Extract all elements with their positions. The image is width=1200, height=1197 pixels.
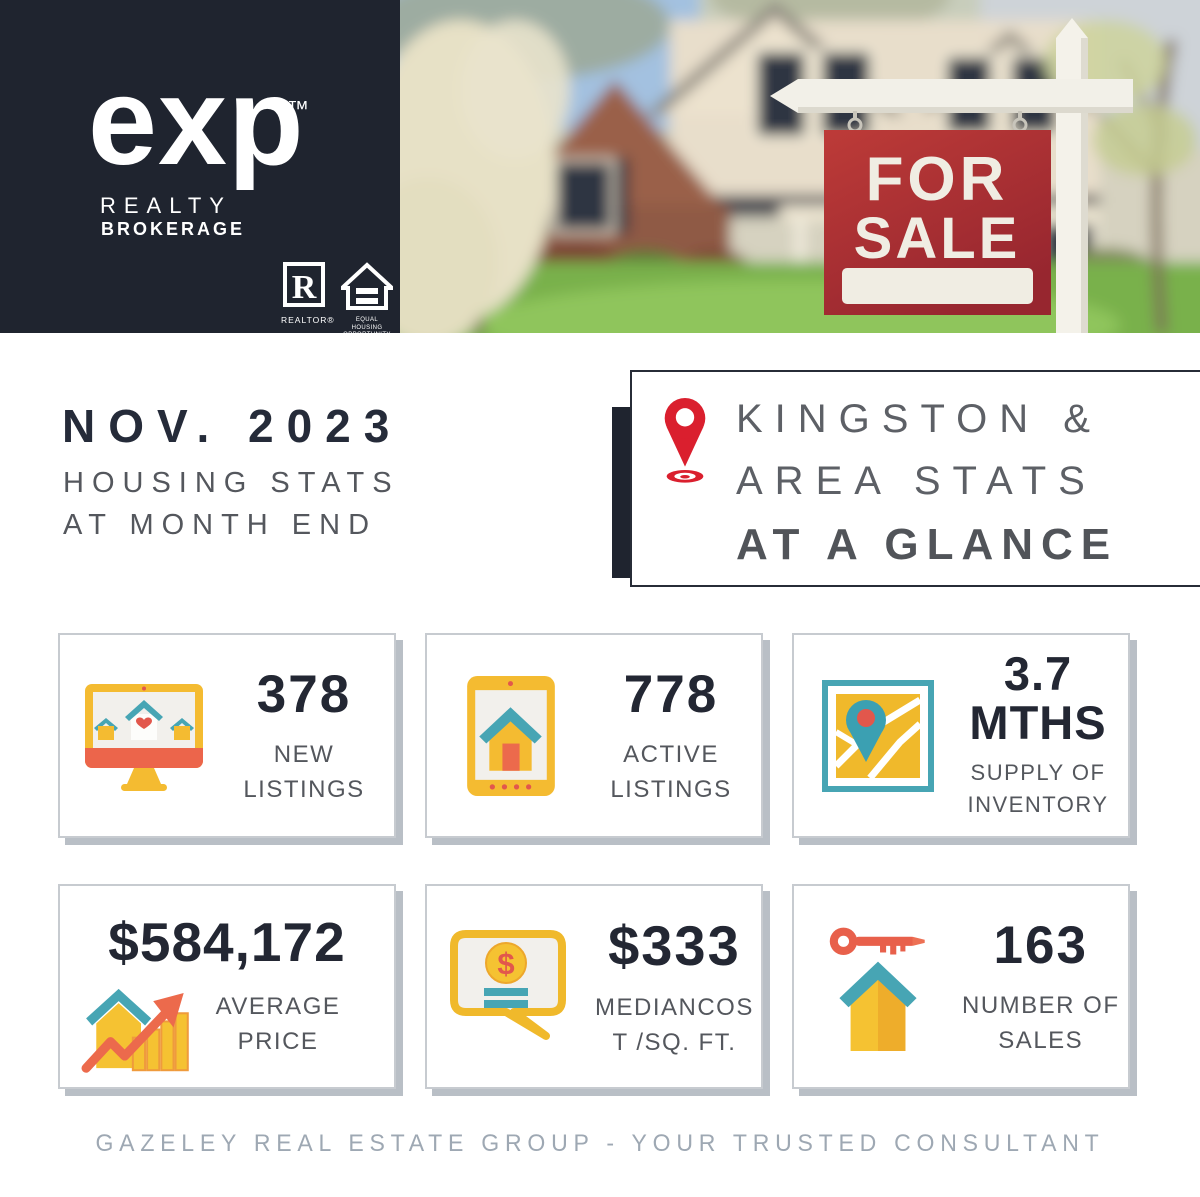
stat-value: 3.7 MTHS (969, 646, 1107, 749)
stat-label-line: SUPPLY OF (970, 760, 1106, 786)
stat-label-line: MEDIANCOS (595, 993, 754, 1021)
key-house-icon (794, 921, 962, 1053)
equal-housing-icon (336, 262, 398, 310)
association-logos: R REALTOR® EQUAL HOUSING OPPORTUNITY (281, 262, 398, 340)
realtor-logo: R REALTOR® (281, 262, 335, 325)
stat-label: MEDIANCOS T /SQ. FT. (595, 991, 754, 1061)
sign-crossbar (770, 79, 1133, 113)
stat-value: $584,172 (108, 911, 346, 973)
location-pin-icon (656, 395, 714, 492)
stat-card-median-cost: $ $333 MEDIANCOS T /SQ. FT. (425, 884, 763, 1089)
sign-text-for: FOR (866, 145, 1009, 214)
stat-label: NEW LISTINGS (243, 738, 364, 808)
equal-housing-label: EQUAL HOUSING OPPORTUNITY (343, 317, 391, 338)
footer-tagline: GAZELEY REAL ESTATE GROUP - YOUR TRUSTED… (95, 1130, 1105, 1157)
stat-label-line: AVERAGE (215, 993, 341, 1020)
house-photo-scene: FOR SALE (400, 0, 1200, 333)
stat-value-line: 3.7 (1003, 646, 1073, 700)
location-line-2: AREA STATS (736, 459, 1097, 503)
stat-card-supply-inventory: 3.7 MTHS SUPPLY OF INVENTORY (792, 633, 1130, 838)
map-pin-icon (794, 679, 962, 792)
stat-value-line: MTHS (969, 695, 1107, 749)
stat-value: $333 (608, 913, 741, 977)
tablet-house-icon (427, 673, 595, 799)
stat-label-line: SALES (998, 1026, 1084, 1054)
location-banner: KINGSTON & AREA STATS AT A GLANCE (630, 370, 1200, 587)
stat-label-line: NEW (273, 740, 335, 768)
sign-blank-panel (842, 268, 1033, 304)
stat-card-average-price: $584,172 AVERAGE PRICE (58, 884, 396, 1089)
stat-label-line: NUMBER OF (962, 991, 1120, 1019)
stat-label-line: PRICE (237, 1027, 319, 1055)
stat-label-line: LISTINGS (243, 775, 365, 803)
month-subtitle-1: HOUSING STATS (63, 467, 400, 499)
stat-label: AVERAGE PRICE (188, 990, 368, 1060)
dollar-bubble-icon: $ (427, 926, 595, 1048)
svg-text:R: R (292, 269, 317, 306)
stat-label-line: LISTINGS (610, 775, 732, 803)
svg-text:$: $ (497, 946, 514, 981)
trademark-symbol: ™ (287, 96, 309, 121)
brand-panel: exp ™ REALTY BROKERAGE R REALTOR® EQUAL … (0, 0, 400, 338)
location-text: KINGSTON & AREA STATS AT A GLANCE (736, 388, 1118, 574)
stat-label: NUMBER OF SALES (962, 989, 1120, 1059)
exp-logo: exp (88, 53, 305, 191)
equal-housing-logo: EQUAL HOUSING OPPORTUNITY (336, 262, 398, 340)
realtor-r-icon: R (283, 262, 325, 307)
stat-label: SUPPLY OF INVENTORY (967, 757, 1108, 821)
location-line-1: KINGSTON & (736, 397, 1102, 441)
stat-card-active-listings: 778 ACTIVE LISTINGS (425, 633, 763, 838)
stat-value: 163 (993, 915, 1088, 975)
stat-card-new-listings: 378 NEW LISTINGS (58, 633, 396, 838)
house-growth-chart-icon (80, 978, 202, 1081)
location-line-3: AT A GLANCE (736, 520, 1119, 569)
brokerage-wordmark: BROKERAGE (101, 219, 246, 239)
house-photo: FOR SALE (400, 0, 1200, 333)
stat-value: 378 (256, 664, 352, 724)
realty-wordmark: REALTY (100, 193, 232, 218)
for-sale-sign: FOR SALE (770, 18, 1133, 333)
realtor-label: REALTOR® (281, 315, 335, 325)
month-title: NOV. 2023 (62, 400, 403, 452)
monitor-houses-icon (60, 676, 228, 796)
stat-value: 778 (623, 664, 719, 724)
sign-text-sale: SALE (854, 206, 1021, 271)
stat-card-number-of-sales: 163 NUMBER OF SALES (792, 884, 1130, 1089)
month-subtitle-2: AT MONTH END (63, 509, 378, 541)
stat-label-line: T /SQ. FT. (612, 1028, 737, 1056)
stat-label: ACTIVE LISTINGS (610, 738, 731, 808)
stat-label-line: INVENTORY (967, 792, 1109, 818)
stat-label-line: ACTIVE (623, 740, 719, 768)
